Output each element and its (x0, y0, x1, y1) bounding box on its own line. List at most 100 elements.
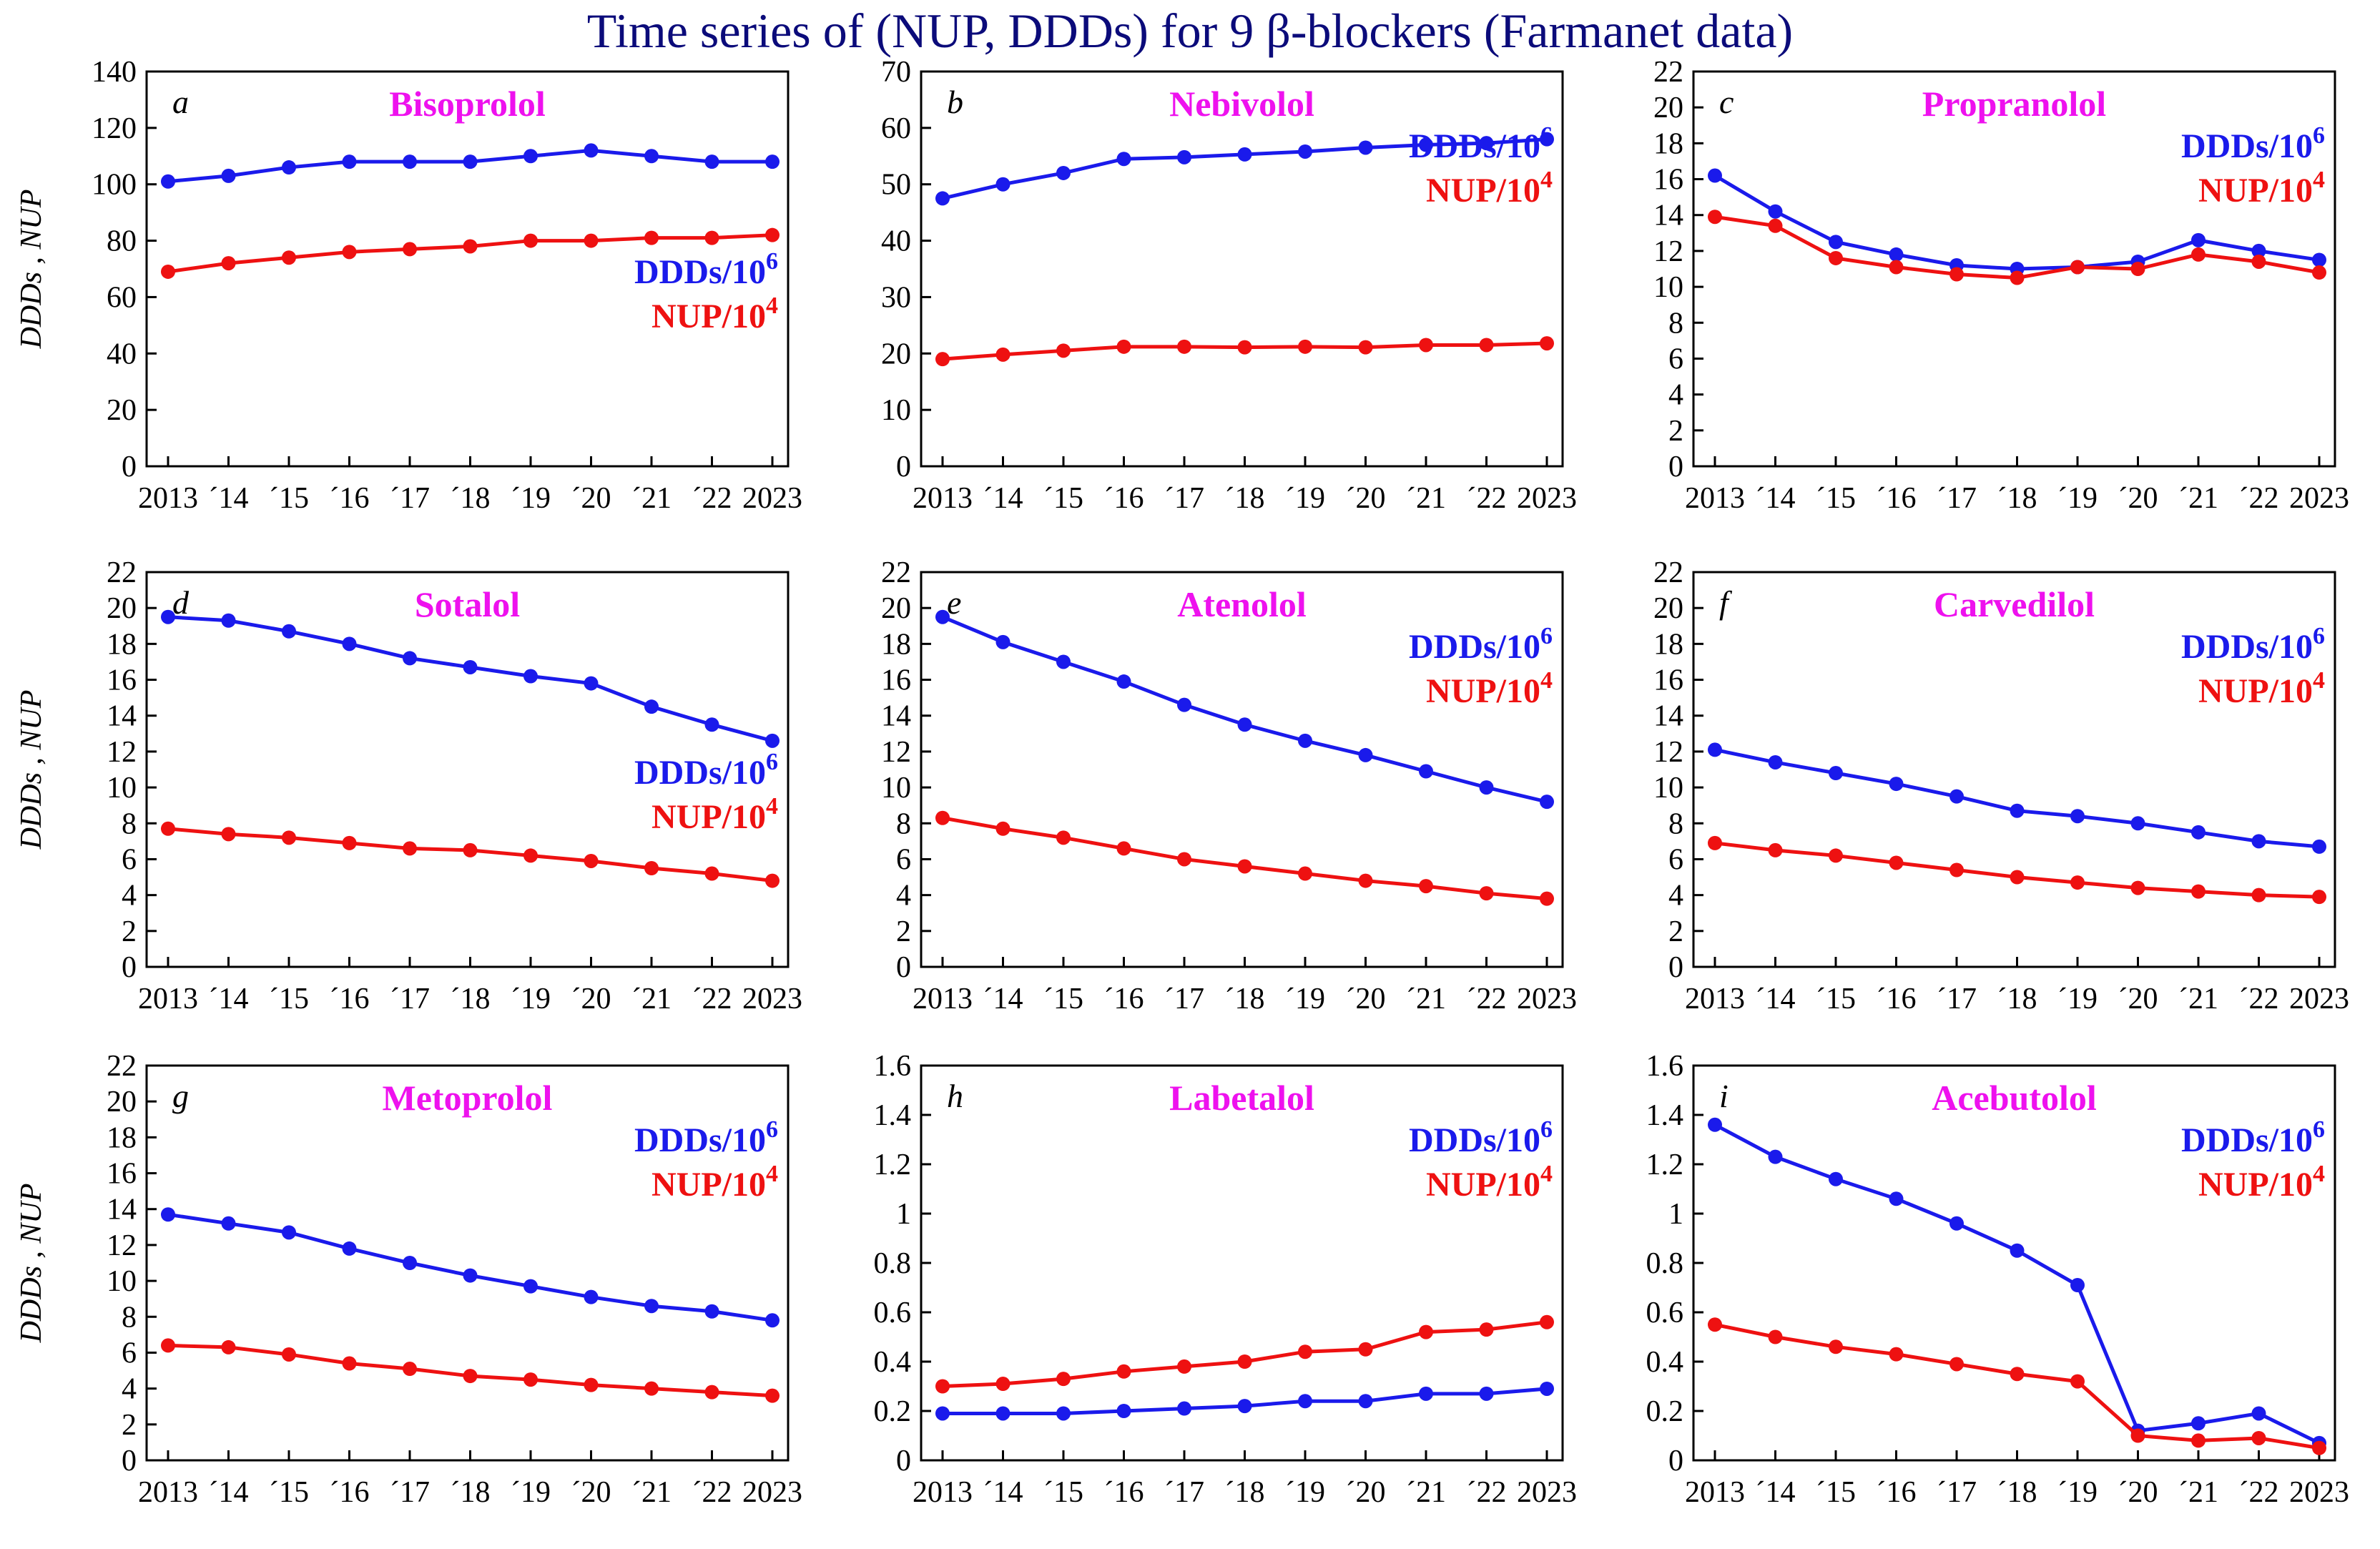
data-point-ddd (1768, 1149, 1783, 1164)
data-point-nup (935, 1379, 950, 1394)
figure-title: Time series of (NUP, DDDs) for 9 β-block… (586, 4, 1794, 58)
x-tick-label: ´14 (209, 1476, 249, 1509)
x-tick-label: ´16 (330, 983, 370, 1016)
x-tick-label: ´15 (269, 1476, 309, 1509)
data-point-nup (584, 1377, 599, 1392)
x-tick-label: ´14 (983, 482, 1023, 515)
data-point-ddd (1419, 1386, 1433, 1401)
data-point-ddd (2130, 816, 2145, 831)
data-point-ddd (403, 1256, 417, 1270)
panel-h: 0 0.2 0.4 0.6 0.8 1 1.2 1.4 1.6 2013 ´14 ´15 ´16 ´17 ´… (874, 1050, 1578, 1509)
data-point-ddd (1768, 204, 1783, 219)
data-point-ddd (1889, 777, 1904, 792)
plot-frame (145, 70, 790, 468)
data-point-nup (161, 264, 175, 279)
data-point-ddd (342, 636, 357, 651)
x-tick-label: 2023 (2289, 482, 2349, 515)
x-tick-label: ´14 (1756, 482, 1796, 515)
x-tick-label: ´21 (1406, 983, 1446, 1016)
y-tick-label: 18 (107, 628, 137, 661)
data-point-nup (403, 1362, 417, 1377)
x-tick-label: ´21 (631, 983, 672, 1016)
data-point-nup (2312, 890, 2326, 905)
x-tick-label: ´19 (511, 1476, 551, 1509)
data-point-ddd (644, 149, 659, 164)
y-tick-label: 12 (881, 736, 911, 769)
data-point-nup (2251, 254, 2266, 269)
data-point-nup (1116, 841, 1131, 856)
series-line-nup (942, 1320, 1548, 1388)
y-tick-label: 14 (1653, 200, 1683, 232)
data-point-ddd (1116, 152, 1131, 167)
y-tick-label: 10 (107, 772, 137, 805)
panel-letter: f (1719, 584, 1733, 621)
data-point-ddd (221, 1216, 236, 1231)
x-tick-label: ´15 (269, 983, 309, 1016)
panel-letter: h (947, 1078, 963, 1114)
y-tick-label: 0.2 (874, 1395, 912, 1428)
x-tick-label: ´20 (2118, 1476, 2158, 1509)
series-line-nup (1714, 841, 2320, 899)
data-point-nup (282, 1347, 296, 1362)
y-tick-label: 60 (881, 112, 911, 145)
panel-letter: b (947, 84, 963, 120)
data-point-nup (1358, 340, 1373, 355)
data-point-ddd (1116, 1404, 1131, 1418)
y-tick-label: 22 (1653, 556, 1683, 589)
data-point-nup (1358, 1342, 1373, 1357)
x-tick-label: 2013 (138, 482, 198, 515)
data-point-ddd (1540, 132, 1554, 147)
y-tick-label: 16 (107, 1158, 137, 1191)
data-point-ddd (523, 1279, 538, 1294)
y-tick-label: 120 (92, 112, 137, 145)
x-tick-label: ´14 (1756, 983, 1796, 1016)
data-point-nup (282, 830, 296, 845)
data-point-nup (2312, 265, 2326, 280)
data-point-nup (2191, 247, 2206, 262)
data-point-ddd (1479, 780, 1494, 795)
data-point-ddd (995, 177, 1010, 192)
y-tick-label: 40 (881, 225, 911, 258)
x-tick-label: ´20 (571, 482, 611, 515)
data-point-ddd (2312, 839, 2326, 854)
data-point-nup (161, 1338, 175, 1353)
data-point-nup (704, 866, 719, 881)
data-point-nup (221, 827, 236, 842)
y-tick-label: 12 (107, 1229, 137, 1262)
y-tick-label: 100 (92, 169, 137, 202)
x-tick-label: 2023 (742, 1476, 802, 1509)
data-point-nup (2010, 870, 2025, 885)
x-tick-label: ´18 (451, 482, 491, 515)
y-tick-label: 30 (881, 281, 911, 314)
x-tick-label: 2013 (913, 1476, 973, 1509)
data-point-ddd (1237, 147, 1252, 162)
data-point-nup (1056, 1372, 1071, 1387)
y-tick-label: 4 (1668, 880, 1683, 913)
panel-letter: i (1719, 1078, 1729, 1114)
data-point-nup (2070, 875, 2085, 890)
data-point-nup (1889, 260, 1904, 275)
y-tick-label: 0 (122, 951, 137, 984)
y-tick-label: 80 (107, 225, 137, 258)
y-tick-label: 60 (107, 281, 137, 314)
data-point-nup (282, 250, 296, 265)
data-point-ddd (1298, 733, 1312, 748)
plot-frame (920, 571, 1564, 968)
legend-ddd: DDDs/106 (2181, 623, 2325, 666)
x-tick-label: ´20 (2118, 983, 2158, 1016)
y-tick-label: 18 (881, 628, 911, 661)
y-tick-label: 20 (1653, 92, 1683, 124)
data-point-nup (1708, 210, 1722, 225)
x-tick-label: ´19 (2057, 1476, 2098, 1509)
y-tick-label: 6 (122, 1337, 137, 1369)
x-tick-label: ´17 (1937, 1476, 1977, 1509)
plot-frame (145, 571, 790, 968)
x-tick-label: ´16 (1104, 482, 1144, 515)
data-point-ddd (1829, 1171, 1843, 1186)
y-tick-label: 0 (896, 951, 911, 984)
y-tick-label: 6 (1668, 843, 1683, 876)
data-point-nup (342, 1356, 357, 1371)
x-tick-label: ´20 (1346, 482, 1386, 515)
data-point-nup (2010, 270, 2025, 285)
